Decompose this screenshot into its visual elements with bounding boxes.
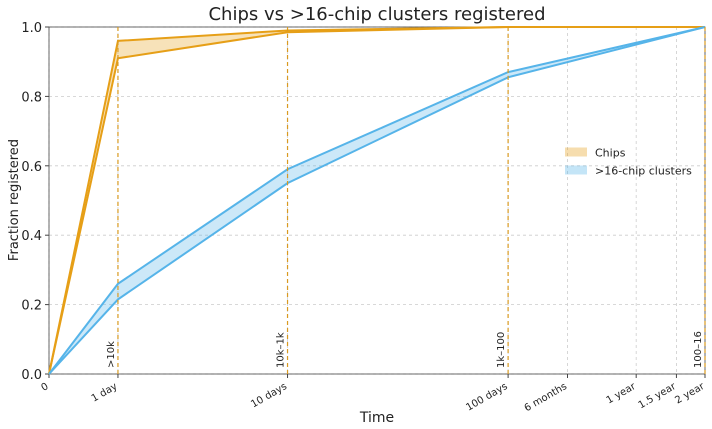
x-tick-label: 6 months <box>523 381 569 414</box>
y-tick-label: 0.8 <box>21 90 42 105</box>
annotation-label: 1k–100 <box>496 332 507 368</box>
x-tick-label: 1 year <box>605 381 639 407</box>
legend-label: >16-chip clusters <box>595 165 692 178</box>
y-axis-label: Fraction registered <box>7 139 22 261</box>
x-tick-label: 1 day <box>90 381 120 405</box>
y-tick-label: 0.4 <box>21 229 42 244</box>
x-tick-label: 0 <box>39 381 50 394</box>
lower-line <box>48 26 706 375</box>
legend-swatch <box>565 165 587 175</box>
x-tick-label: 2 year <box>673 381 707 407</box>
x-tick-label: 10 days <box>249 381 289 410</box>
band-fill <box>49 27 705 374</box>
y-tick-label: 0.2 <box>21 299 42 314</box>
annotation-label: 10k–1k <box>276 332 287 368</box>
legend-swatch <box>565 147 587 157</box>
legend-label: Chips <box>595 147 626 160</box>
y-tick-label: 1.0 <box>21 21 42 36</box>
annotation-label: >10k <box>106 341 117 368</box>
chart-title: Chips vs >16-chip clusters registered <box>208 4 545 25</box>
x-axis-label: Time <box>359 410 394 426</box>
plot-frame <box>48 26 706 375</box>
x-tick-label: 1.5 year <box>637 381 679 412</box>
y-tick-label: 0.6 <box>21 160 42 175</box>
x-tick-label: 100 days <box>464 381 509 413</box>
annotation-label: 100–16 <box>693 331 704 368</box>
band-fill <box>49 27 705 374</box>
upper-line <box>48 26 705 375</box>
y-tick-label: 0.0 <box>21 368 42 383</box>
upper-line <box>48 26 706 375</box>
lower-line <box>48 26 705 375</box>
